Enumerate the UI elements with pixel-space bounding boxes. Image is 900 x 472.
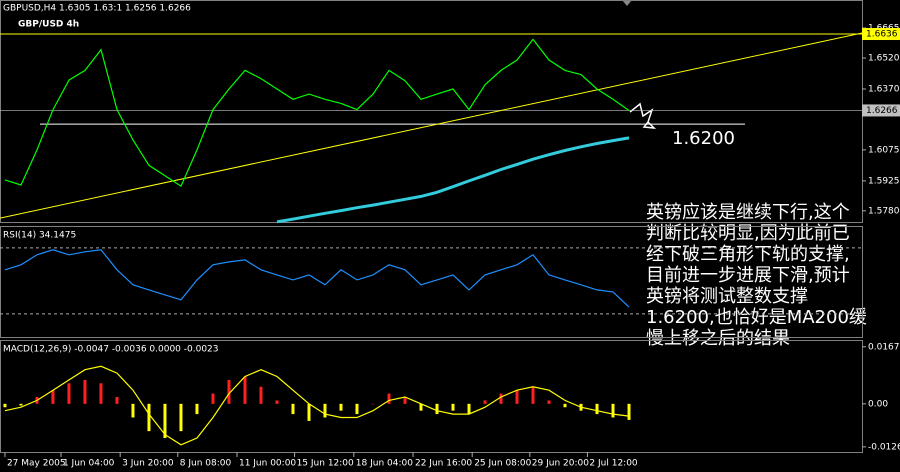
trend-line	[0, 32, 863, 219]
macd-bar	[339, 403, 343, 411]
macd-bar	[131, 403, 135, 418]
macd-bar	[147, 403, 151, 432]
y-tick-label: -0.0126	[868, 442, 900, 452]
arrow	[629, 102, 657, 129]
macd-bar	[99, 383, 103, 404]
macd-bar	[323, 403, 327, 418]
y-tick-label: 1.5925	[868, 176, 900, 186]
macd-bar	[307, 403, 311, 421]
price-label-box	[862, 104, 900, 117]
macd-bar	[435, 403, 439, 415]
y-tick-label: 1.5780	[868, 206, 900, 216]
macd-bar	[19, 403, 23, 406]
x-tick-label: 1 Jun 04:00	[63, 459, 115, 469]
note-line: 英镑应该是继续下行,这个	[646, 202, 850, 223]
chart-title: GBP/USD 4h	[18, 20, 79, 30]
note-line: 目前进一步进展下滑,预计	[646, 265, 850, 286]
macd-bar	[403, 397, 407, 404]
macd-bar	[163, 403, 167, 438]
support-label: 1.6200	[672, 128, 735, 149]
macd-bar	[51, 390, 55, 404]
macd-bar	[3, 403, 7, 408]
x-tick-label: 18 Jun 04:00	[356, 459, 413, 469]
note-line: 经下破三角形下轨的支撑,	[646, 244, 850, 265]
x-tick-label: 8 Jun 08:00	[180, 459, 232, 469]
x-tick-label: 11 Jun 00:00	[239, 459, 296, 469]
x-tick-label: 22 Jun 16:00	[415, 459, 472, 469]
macd-bar	[67, 383, 71, 404]
x-tick-label: 15 Jun 12:00	[297, 459, 354, 469]
x-tick-label: 2 Jul 12:00	[589, 459, 638, 469]
series-line	[276, 136, 630, 224]
macd-bar	[355, 403, 359, 415]
y-tick-label: 1.6075	[868, 145, 900, 155]
note-line: 英镑将测试整数支撑	[646, 286, 808, 307]
macd-bar	[243, 376, 247, 404]
macd-bar	[83, 379, 87, 404]
macd-bar	[547, 400, 551, 404]
macd-bar	[211, 393, 215, 404]
subtitle: GBPUSD,H4 1.6305 1.63:1 1.6256 1.6266	[3, 4, 191, 14]
x-tick-label: 29 Jun 20:00	[532, 459, 589, 469]
panel-title: MACD(12,26,9) -0.0047 -0.0036 0.0000 -0.…	[3, 345, 219, 355]
note-line: 1.6200,也恰好是MA200缓	[646, 307, 867, 328]
macd-bar	[611, 403, 615, 418]
panel-frame	[0, 340, 863, 453]
x-tick-label: 27 May 2005	[7, 459, 66, 469]
macd-bar	[595, 403, 599, 415]
macd-bar	[515, 390, 519, 404]
macd-bar	[275, 400, 279, 404]
series-line	[4, 365, 630, 446]
macd-bar	[115, 397, 119, 404]
macd-bar	[419, 403, 423, 411]
y-tick-label: 0.0167	[868, 342, 900, 352]
note-line: 判断比较明显,因为此前已	[646, 223, 850, 244]
y-tick-label: 0.00	[868, 399, 888, 409]
series-line	[4, 249, 630, 308]
macd-bar	[195, 403, 199, 415]
macd-bar	[467, 403, 471, 415]
panel-frame	[0, 226, 863, 338]
price-label: 1.6636	[866, 30, 898, 40]
macd-bar	[259, 386, 263, 404]
shift-marker	[622, 0, 632, 6]
macd-bar	[371, 403, 375, 405]
x-tick-label: 25 Jun 08:00	[474, 459, 531, 469]
y-tick-label: 1.6520	[868, 53, 900, 63]
macd-bar	[387, 393, 391, 404]
macd-bar	[291, 403, 295, 415]
macd-bar	[179, 403, 183, 432]
price-label: 1.6266	[866, 106, 898, 116]
macd-bar	[483, 400, 487, 404]
price-label-box	[862, 28, 900, 41]
macd-bar	[627, 403, 631, 420]
macd-bar	[531, 386, 535, 404]
y-tick-label: 1.6370	[868, 84, 900, 94]
macd-bar	[499, 393, 503, 404]
macd-bar	[563, 403, 567, 408]
series-line	[4, 38, 630, 187]
panel-title: RSI(14) 34.1475	[3, 231, 76, 241]
macd-bar	[227, 379, 231, 404]
macd-bar	[451, 403, 455, 411]
x-tick-label: 3 Jun 20:00	[122, 459, 174, 469]
note-line: 慢上移之后的结果	[646, 328, 790, 349]
